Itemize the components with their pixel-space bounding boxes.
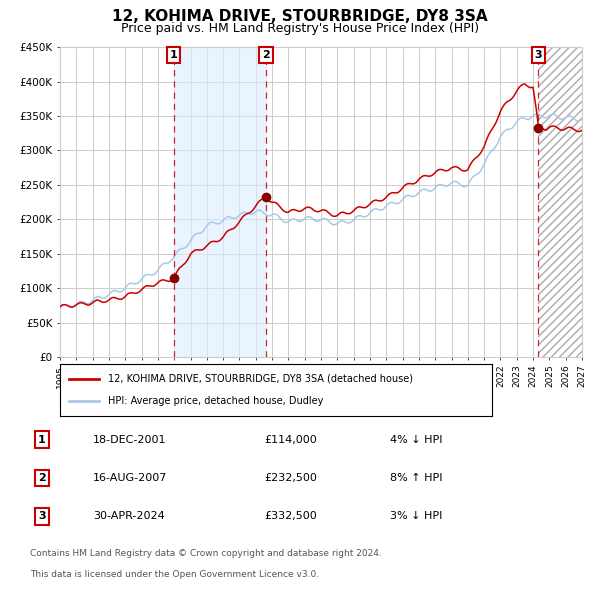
Text: 4% ↓ HPI: 4% ↓ HPI	[390, 435, 443, 444]
Text: £232,500: £232,500	[264, 473, 317, 483]
Text: 3: 3	[535, 50, 542, 60]
Text: Price paid vs. HM Land Registry's House Price Index (HPI): Price paid vs. HM Land Registry's House …	[121, 22, 479, 35]
Bar	[173, 47, 266, 357]
Text: 16-AUG-2007: 16-AUG-2007	[93, 473, 167, 483]
Text: 30-APR-2024: 30-APR-2024	[93, 512, 165, 521]
Text: This data is licensed under the Open Government Licence v3.0.: This data is licensed under the Open Gov…	[30, 571, 319, 579]
Text: £332,500: £332,500	[264, 512, 317, 521]
Text: 8% ↑ HPI: 8% ↑ HPI	[390, 473, 443, 483]
Text: Contains HM Land Registry data © Crown copyright and database right 2024.: Contains HM Land Registry data © Crown c…	[30, 549, 382, 558]
Text: 3: 3	[38, 512, 46, 521]
Text: 2: 2	[38, 473, 46, 483]
Text: 12, KOHIMA DRIVE, STOURBRIDGE, DY8 3SA (detached house): 12, KOHIMA DRIVE, STOURBRIDGE, DY8 3SA (…	[107, 373, 413, 384]
Bar	[538, 47, 582, 357]
Text: 12, KOHIMA DRIVE, STOURBRIDGE, DY8 3SA: 12, KOHIMA DRIVE, STOURBRIDGE, DY8 3SA	[112, 9, 488, 24]
Text: 3% ↓ HPI: 3% ↓ HPI	[390, 512, 442, 521]
Text: 1: 1	[38, 435, 46, 444]
Text: 1: 1	[170, 50, 178, 60]
Text: 2: 2	[262, 50, 270, 60]
Text: 18-DEC-2001: 18-DEC-2001	[93, 435, 167, 444]
Text: HPI: Average price, detached house, Dudley: HPI: Average price, detached house, Dudl…	[107, 396, 323, 407]
Text: £114,000: £114,000	[264, 435, 317, 444]
